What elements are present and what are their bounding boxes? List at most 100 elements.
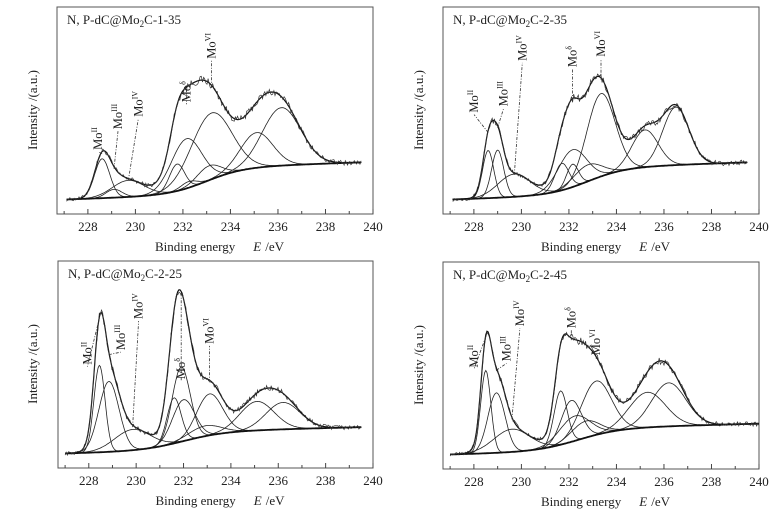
peak-marker-line [496,363,507,371]
component-peak-1 [450,369,759,455]
peak-label: MoIII [499,336,514,362]
component-peak-9 [66,132,362,200]
raw-spectrum [64,291,362,457]
chart-panel-3: 228 230 232 234 236 238 240 Binding energy E/eV I… [25,260,383,508]
component-peak-3 [66,161,362,200]
panel-title: N, P-dC@Mo2C-2-45 [453,267,567,284]
component-peak-6 [65,399,362,454]
component-peak-1 [452,150,748,200]
component-peak-4 [452,161,748,200]
x-tick-label: 232 [173,219,193,234]
x-tick-label: 234 [221,473,241,488]
panel-title: N, P-dC@Mo2C-2-35 [453,12,567,29]
x-tick-label: 238 [316,219,336,234]
peak-label: Moδ [565,46,580,67]
x-tick-label: 230 [126,473,146,488]
x-tick-label: 232 [559,474,579,489]
peak-label: MoII [79,342,94,365]
x-tick-label: 234 [221,219,241,234]
x-axis-label: Binding energy E/eV [155,239,285,254]
plot-frame [442,261,760,470]
plot-frame [57,260,374,469]
peak-label: Moδ [563,307,578,328]
panel-title: N, P-dC@Mo2C-2-25 [68,266,182,283]
peak-marker-line [87,318,100,367]
component-peak-3 [450,423,759,455]
x-axis-label: Binding energy E/eV [541,494,671,509]
x-tick-label: 228 [464,219,484,234]
y-axis-label: Intensity /(a.u.) [411,70,426,150]
x-tick-label: 230 [126,219,146,234]
component-peak-6 [452,161,748,200]
peak-label: Moδ [179,81,194,102]
chart-panel-2: 228 230 232 234 236 238 240 Binding energy E/eV I… [411,6,769,254]
background-line [450,422,759,456]
component-peak-7 [66,161,362,200]
component-peak-4 [66,161,362,200]
component-peak-2 [66,161,362,200]
background-line [66,161,362,201]
peak-marker-line [473,336,487,370]
x-tick-label: 230 [512,474,532,489]
component-peak-3 [452,161,748,200]
chart-panel-1: 228 230 232 234 236 238 240 Binding energy E/eV I… [25,6,383,254]
x-tick-label: 240 [363,219,383,234]
component-peak-5 [450,400,759,455]
peak-label: MoVI [588,329,603,355]
peak-label: MoIV [514,35,529,61]
x-axis-label: Binding energy E/eV [156,493,286,508]
x-tick-label: 236 [268,219,288,234]
x-tick-label: 238 [702,474,722,489]
peak-marker-line [113,131,119,169]
peak-label: MoVI [202,318,217,344]
peak-marker-line [511,328,521,420]
x-tick-label: 234 [607,219,627,234]
x-tick-label: 236 [654,219,674,234]
peak-marker-line [97,151,103,154]
x-tick-label: 236 [269,473,289,488]
component-peak-6 [66,161,362,200]
peak-label: MoIV [131,293,146,319]
plot-frame [56,6,374,215]
peak-marker-line [513,62,523,175]
raw-spectrum [452,73,748,202]
component-peak-6 [450,415,759,455]
x-tick-label: 238 [702,219,722,234]
peak-label: Moδ [173,358,188,379]
x-tick-label: 228 [79,473,99,488]
component-peak-7 [452,161,748,200]
x-tick-label: 230 [512,219,532,234]
y-axis-label: Intensity /(a.u.) [25,70,40,150]
peak-label: MoVI [593,31,608,57]
x-tick-label: 240 [749,474,769,489]
peak-label: MoIV [130,91,145,117]
component-peak-1 [65,364,362,454]
peak-label: MoIII [110,103,125,129]
x-tick-label: 238 [316,473,336,488]
panel-title: N, P-dC@Mo2C-1-35 [67,12,181,29]
x-tick-label: 236 [654,474,674,489]
peak-label: MoIV [512,300,527,326]
chart-panel-4: 228 230 232 234 236 238 240 Binding energy E/eV I… [411,261,769,509]
peak-marker-line [127,118,139,181]
x-tick-label: 240 [363,473,383,488]
raw-spectrum [449,331,760,457]
peak-marker-line [473,114,489,133]
peak-label: MoII [90,127,105,150]
peak-marker-line [497,108,504,128]
peak-label: MoVI [203,33,218,59]
component-peak-7 [65,425,362,454]
background-line [452,161,748,201]
y-axis-label: Intensity /(a.u.) [411,325,426,405]
plot-frame [442,6,760,215]
x-tick-label: 228 [464,474,484,489]
x-tick-label: 232 [174,473,194,488]
peak-label: MoII [466,345,481,368]
x-tick-label: 228 [78,219,98,234]
background-line [65,426,362,455]
peak-marker-line [132,320,139,428]
x-tick-label: 232 [559,219,579,234]
peak-marker-line [108,351,121,355]
component-peak-5 [65,366,362,454]
